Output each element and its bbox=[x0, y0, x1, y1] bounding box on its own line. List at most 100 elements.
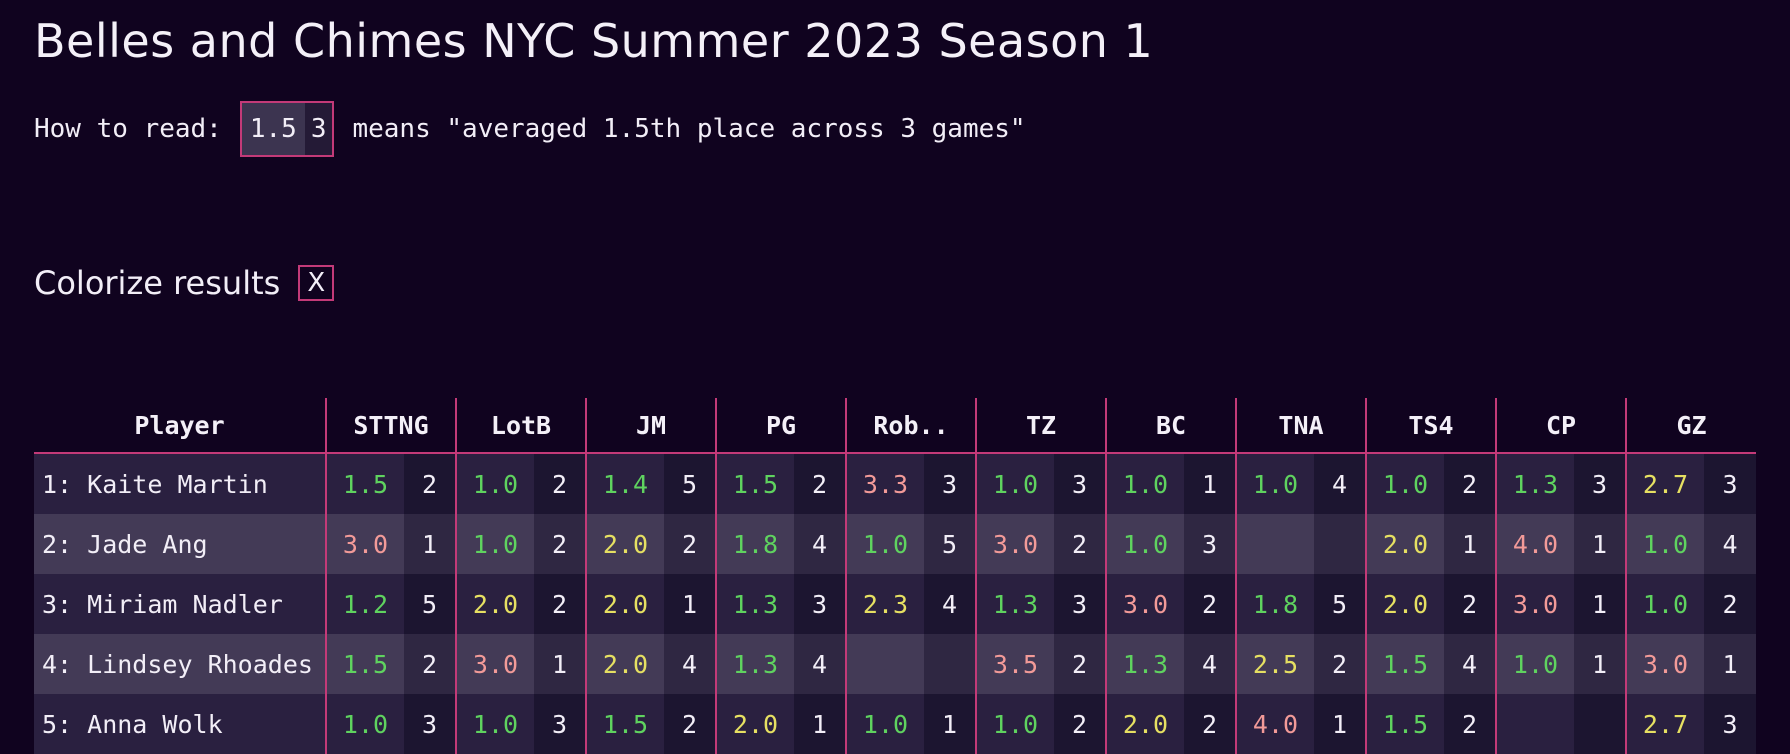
average-place-cell: 1.0 bbox=[1495, 634, 1574, 694]
page: Belles and Chimes NYC Summer 2023 Season… bbox=[34, 14, 1756, 754]
games-count-cell: 2 bbox=[1704, 574, 1756, 634]
table-row: 1: Kaite Martin 1.5 2 1.0 2 1.4 5 1.5 2 3.3 3 1.0 3 1… bbox=[34, 453, 1756, 514]
games-count-cell: 3 bbox=[1704, 453, 1756, 514]
games-count-cell: 1 bbox=[1444, 514, 1496, 574]
games-count-cell: 3 bbox=[924, 453, 976, 514]
average-place-cell: 2.7 bbox=[1625, 453, 1704, 514]
game-header[interactable]: TS4 bbox=[1365, 398, 1496, 454]
games-count-cell: 2 bbox=[1054, 694, 1106, 754]
game-header[interactable]: CP bbox=[1495, 398, 1626, 454]
average-place-cell: 2.0 bbox=[455, 574, 534, 634]
games-count-cell: 3 bbox=[1704, 694, 1756, 754]
example-count: 3 bbox=[304, 103, 333, 155]
average-place-cell: 1.0 bbox=[975, 453, 1054, 514]
average-place-cell: 1.5 bbox=[325, 634, 404, 694]
table-row: 2: Jade Ang 3.0 1 1.0 2 2.0 2 1.8 4 1.0 5 3.0 2 1.0 3 2… bbox=[34, 514, 1756, 574]
average-place-cell: 1.8 bbox=[1235, 574, 1314, 634]
games-count-cell: 2 bbox=[664, 514, 716, 574]
average-place-cell: 1.8 bbox=[715, 514, 794, 574]
average-place-cell: 1.0 bbox=[1625, 514, 1704, 574]
games-count-cell: 3 bbox=[404, 694, 456, 754]
average-place-cell bbox=[1495, 694, 1574, 754]
average-place-cell: 1.3 bbox=[715, 634, 794, 694]
average-place-cell: 1.0 bbox=[1365, 453, 1444, 514]
game-header[interactable]: STTNG bbox=[325, 398, 456, 454]
game-header[interactable]: JM bbox=[585, 398, 716, 454]
average-place-cell: 2.5 bbox=[1235, 634, 1314, 694]
player-header[interactable]: Player bbox=[34, 398, 326, 454]
average-place-cell: 1.5 bbox=[1365, 634, 1444, 694]
average-place-cell: 1.5 bbox=[715, 453, 794, 514]
games-count-cell: 3 bbox=[794, 574, 846, 634]
average-place-cell: 3.0 bbox=[1105, 574, 1184, 634]
game-header[interactable]: PG bbox=[715, 398, 846, 454]
games-count-cell: 1 bbox=[924, 694, 976, 754]
average-place-cell: 1.0 bbox=[1105, 514, 1184, 574]
player-name: 2: Jade Ang bbox=[34, 514, 326, 574]
average-place-cell: 2.0 bbox=[585, 514, 664, 574]
player-name: 4: Lindsey Rhoades bbox=[34, 634, 326, 694]
games-count-cell: 2 bbox=[1054, 514, 1106, 574]
average-place-cell: 1.0 bbox=[845, 694, 924, 754]
average-place-cell: 1.0 bbox=[455, 514, 534, 574]
game-header[interactable]: Rob.. bbox=[845, 398, 976, 454]
average-place-cell: 3.0 bbox=[1625, 634, 1704, 694]
game-header[interactable]: TNA bbox=[1235, 398, 1366, 454]
game-header[interactable]: BC bbox=[1105, 398, 1236, 454]
games-count-cell: 2 bbox=[534, 574, 586, 634]
player-name: 5: Anna Wolk bbox=[34, 694, 326, 754]
average-place-cell: 2.7 bbox=[1625, 694, 1704, 754]
average-place-cell: 1.3 bbox=[715, 574, 794, 634]
game-header[interactable]: TZ bbox=[975, 398, 1106, 454]
games-count-cell: 2 bbox=[1054, 634, 1106, 694]
table-row: 3: Miriam Nadler 1.2 5 2.0 2 2.0 1 1.3 3 2.3 4 1.3 3… bbox=[34, 574, 1756, 634]
average-place-cell: 2.0 bbox=[1105, 694, 1184, 754]
colorize-checkbox[interactable]: X bbox=[298, 265, 335, 301]
games-count-cell: 1 bbox=[664, 574, 716, 634]
games-count-cell: 2 bbox=[404, 634, 456, 694]
games-count-cell: 3 bbox=[534, 694, 586, 754]
table-row: 5: Anna Wolk 1.0 3 1.0 3 1.5 2 2.0 1 1.0 1 1.0 2 2.0 2… bbox=[34, 694, 1756, 754]
average-place-cell: 2.0 bbox=[585, 574, 664, 634]
results-table: Player STTNG LotB JM PG Rob.. TZ BC TNA TS4 CP GZ … bbox=[34, 398, 1756, 754]
games-count-cell: 5 bbox=[1314, 574, 1366, 634]
table-header-row: Player STTNG LotB JM PG Rob.. TZ BC TNA TS4 CP GZ bbox=[34, 398, 1756, 454]
colorize-toggle[interactable]: Colorize results X bbox=[34, 264, 335, 302]
games-count-cell: 2 bbox=[1444, 694, 1496, 754]
games-count-cell bbox=[1314, 514, 1366, 574]
average-place-cell: 1.0 bbox=[1105, 453, 1184, 514]
game-header[interactable]: LotB bbox=[455, 398, 586, 454]
average-place-cell: 3.0 bbox=[975, 514, 1054, 574]
average-place-cell: 3.0 bbox=[455, 634, 534, 694]
average-place-cell: 1.0 bbox=[845, 514, 924, 574]
games-count-cell: 1 bbox=[534, 634, 586, 694]
how-to-read-suffix: means "averaged 1.5th place across 3 gam… bbox=[352, 114, 1026, 144]
average-place-cell: 2.0 bbox=[585, 634, 664, 694]
average-place-cell: 4.0 bbox=[1235, 694, 1314, 754]
how-to-read-example: 1.5 3 bbox=[239, 101, 335, 157]
average-place-cell: 3.5 bbox=[975, 634, 1054, 694]
games-count-cell: 4 bbox=[794, 634, 846, 694]
games-count-cell: 2 bbox=[794, 453, 846, 514]
average-place-cell: 1.0 bbox=[975, 694, 1054, 754]
games-count-cell: 1 bbox=[1574, 634, 1626, 694]
games-count-cell: 1 bbox=[1314, 694, 1366, 754]
average-place-cell: 1.5 bbox=[325, 453, 404, 514]
games-count-cell: 2 bbox=[1184, 694, 1236, 754]
average-place-cell: 1.3 bbox=[1105, 634, 1184, 694]
average-place-cell: 1.3 bbox=[1495, 453, 1574, 514]
game-header[interactable]: GZ bbox=[1625, 398, 1756, 454]
average-place-cell: 4.0 bbox=[1495, 514, 1574, 574]
table-row: 4: Lindsey Rhoades 1.5 2 3.0 1 2.0 4 1.3 4 3.5 2 1.… bbox=[34, 634, 1756, 694]
games-count-cell: 2 bbox=[1444, 574, 1496, 634]
games-count-cell: 4 bbox=[924, 574, 976, 634]
page-title: Belles and Chimes NYC Summer 2023 Season… bbox=[34, 14, 1154, 68]
games-count-cell: 4 bbox=[1314, 453, 1366, 514]
games-count-cell: 3 bbox=[1054, 574, 1106, 634]
games-count-cell: 4 bbox=[794, 514, 846, 574]
example-average: 1.5 bbox=[241, 103, 305, 155]
games-count-cell: 2 bbox=[1184, 574, 1236, 634]
how-to-read-prefix: How to read: bbox=[34, 114, 222, 144]
games-count-cell bbox=[1574, 694, 1626, 754]
average-place-cell: 2.0 bbox=[715, 694, 794, 754]
